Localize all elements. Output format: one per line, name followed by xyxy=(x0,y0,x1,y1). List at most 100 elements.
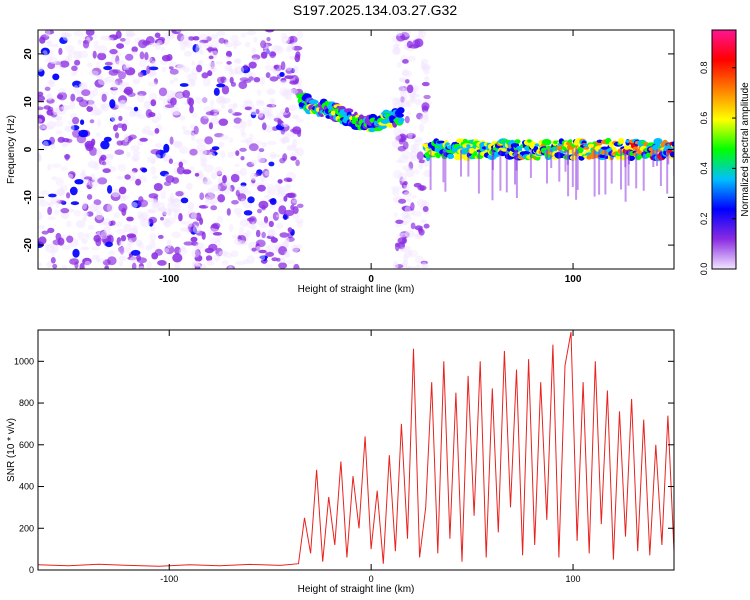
noise-cell xyxy=(421,200,430,209)
noise-cell xyxy=(145,245,153,251)
noise-cell xyxy=(98,78,108,85)
noise-cell xyxy=(43,124,53,131)
noise-cell xyxy=(417,163,424,170)
noise-cell xyxy=(276,222,284,229)
noise-cell xyxy=(264,65,274,71)
noise-cell xyxy=(280,77,287,83)
noise-cell xyxy=(113,124,118,132)
streak-cell xyxy=(598,149,601,195)
noise-cell xyxy=(257,208,262,214)
noise-cell xyxy=(420,260,428,265)
noise-cell xyxy=(101,161,107,166)
noise-cell xyxy=(95,211,104,221)
noise-cell xyxy=(104,265,109,269)
x-tick-label: 0 xyxy=(368,274,374,285)
noise-cell xyxy=(392,169,403,179)
noise-cell xyxy=(93,234,101,243)
signal-cell xyxy=(583,146,590,150)
noise-cell xyxy=(266,88,276,95)
noise-cell xyxy=(424,76,430,82)
noise-cell xyxy=(194,254,203,262)
noise-cell xyxy=(131,168,138,173)
noise-cell xyxy=(55,130,64,135)
noise-cell xyxy=(261,231,266,239)
noise-cell xyxy=(148,66,159,71)
noise-cell xyxy=(265,244,271,253)
noise-cell xyxy=(96,148,102,158)
noise-cell xyxy=(162,152,169,161)
noise-cell xyxy=(208,195,219,205)
noise-cell xyxy=(38,66,44,72)
noise-cell xyxy=(161,66,167,72)
noise-cell xyxy=(214,166,224,175)
noise-cell xyxy=(169,68,179,75)
noise-cell xyxy=(277,179,283,184)
noise-cell xyxy=(392,188,400,196)
noise-cell xyxy=(117,164,127,172)
noise-cell xyxy=(205,111,214,116)
noise-cell xyxy=(57,88,67,94)
noise-cell xyxy=(70,125,80,131)
noise-cell xyxy=(93,40,99,50)
noise-cell xyxy=(61,104,70,111)
noise-cell xyxy=(248,143,259,152)
noise-cell xyxy=(192,44,200,53)
noise-cell xyxy=(197,170,204,179)
noise-cell xyxy=(107,256,117,266)
noise-cell xyxy=(410,222,416,230)
streak-cell xyxy=(491,149,494,201)
noise-cell xyxy=(271,98,276,107)
noise-cell xyxy=(210,117,220,125)
noise-cell xyxy=(54,120,64,127)
noise-cell xyxy=(67,173,74,179)
noise-cell xyxy=(267,140,277,146)
noise-cell xyxy=(224,64,233,72)
noise-cell xyxy=(191,132,196,141)
noise-cell xyxy=(396,159,403,164)
noise-cell xyxy=(171,177,180,184)
noise-cell xyxy=(154,127,160,134)
noise-cell xyxy=(131,154,140,162)
noise-cell xyxy=(218,118,229,126)
noise-cell xyxy=(173,210,179,219)
x-tick-label: -100 xyxy=(159,274,179,285)
noise-cell xyxy=(225,55,230,60)
noise-cell xyxy=(48,78,56,88)
noise-cell xyxy=(137,199,149,208)
noise-cell xyxy=(195,44,203,55)
noise-cell xyxy=(258,158,267,163)
noise-cell xyxy=(275,201,280,207)
noise-cell xyxy=(44,86,51,92)
noise-cell xyxy=(47,227,55,234)
noise-cell xyxy=(126,152,131,158)
noise-cell xyxy=(40,47,50,56)
noise-cell xyxy=(280,122,289,128)
noise-cell xyxy=(266,103,277,108)
noise-cell xyxy=(209,237,220,244)
noise-cell xyxy=(262,168,270,178)
noise-cell xyxy=(38,153,42,162)
noise-cell xyxy=(187,201,195,211)
noise-cell xyxy=(210,99,215,108)
noise-cell xyxy=(167,208,172,217)
noise-cell xyxy=(120,99,128,108)
noise-cell xyxy=(139,51,145,60)
noise-cell xyxy=(276,191,286,197)
noise-cell xyxy=(132,78,141,85)
noise-cell xyxy=(70,93,76,102)
noise-cell xyxy=(222,97,232,104)
noise-cell xyxy=(421,261,428,269)
noise-cell xyxy=(235,170,243,175)
noise-cell xyxy=(80,246,90,251)
streak-cell xyxy=(624,149,627,202)
noise-cell xyxy=(164,217,170,225)
noise-cell xyxy=(180,245,186,252)
noise-cell xyxy=(100,140,110,150)
noise-cell xyxy=(234,163,240,168)
noise-cell xyxy=(171,231,182,239)
x-tick-label: 100 xyxy=(565,274,582,285)
noise-cell xyxy=(204,198,210,208)
noise-cell xyxy=(240,167,248,177)
streak-cell xyxy=(575,149,578,200)
